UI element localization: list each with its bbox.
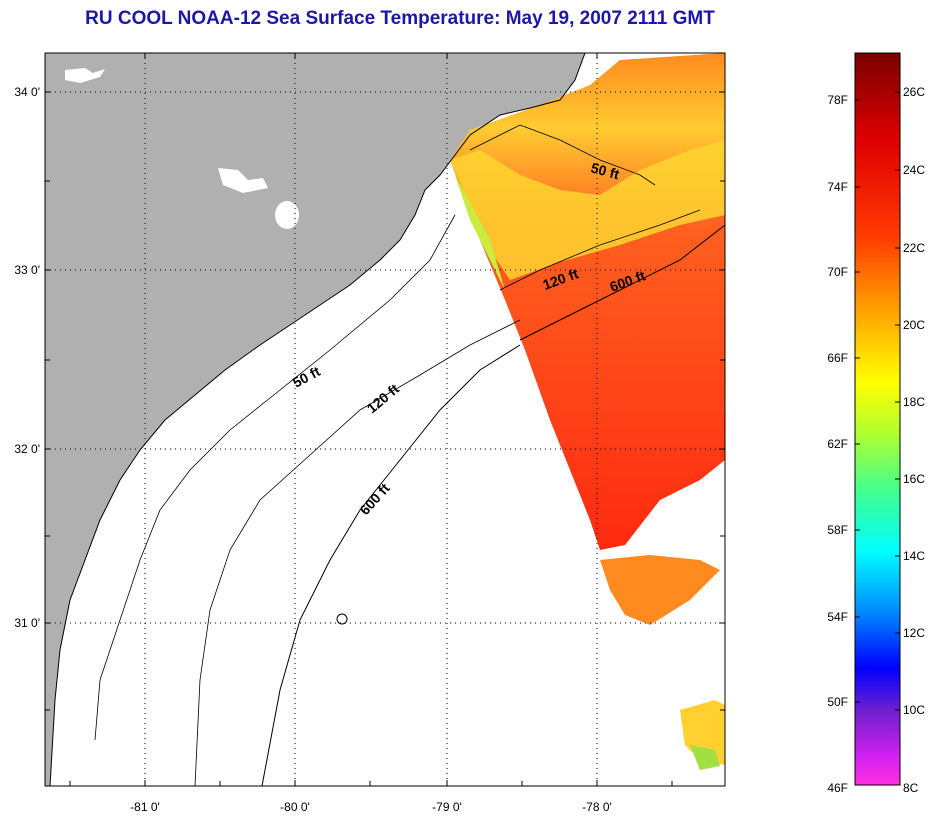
- colorbar-label-c: 10C: [903, 703, 925, 717]
- latitude-label: 32 0': [14, 442, 40, 456]
- sst-greenish: [455, 175, 505, 290]
- graticule: [45, 53, 725, 786]
- contour-ring: [336, 613, 348, 625]
- latitude-label: 31 0': [14, 616, 40, 630]
- colorbar: [854, 52, 901, 786]
- colorbar-label-f: 78F: [827, 93, 848, 107]
- longitude-label: -78 0': [582, 800, 612, 814]
- contour-50ft: [94, 124, 656, 741]
- colorbar-label-c: 24C: [903, 163, 925, 177]
- map-title: RU COOL NOAA-12 Sea Surface Temperature:…: [85, 8, 715, 29]
- colorbar-label-c: 14C: [903, 549, 925, 563]
- coastline: [49, 53, 586, 786]
- colorbar-label-c: 20C: [903, 318, 925, 332]
- longitude-label: -79 0': [432, 800, 462, 814]
- sst-patch-south: [600, 555, 720, 625]
- land-mass: [45, 53, 585, 786]
- contour-label: 50 ft: [589, 159, 621, 182]
- contour-120ft: [194, 209, 701, 786]
- colorbar-label-c: 16C: [903, 472, 925, 486]
- contour-600ft: [261, 224, 725, 786]
- colorbar-label-f: 66F: [827, 351, 848, 365]
- colorbar-label-c: 22C: [903, 241, 925, 255]
- latitude-label: 33 0': [14, 263, 40, 277]
- cloud-patch: [275, 201, 299, 229]
- colorbar-ticks: [855, 91, 900, 711]
- sst-patch-southeast: [680, 700, 725, 765]
- colorbar-label-f: 74F: [827, 180, 848, 194]
- colorbar-label-f: 70F: [827, 265, 848, 279]
- colorbar-label-f: 54F: [827, 610, 848, 624]
- colorbar-label-c: 18C: [903, 395, 925, 409]
- colorbar-label-f: 58F: [827, 523, 848, 537]
- sst-patch-greenish: [690, 745, 720, 770]
- latitude-label: 34 0': [14, 85, 40, 99]
- map-area: 50 ft 120 ft 600 ft 50 ft 120 ft 600 ft: [45, 53, 725, 786]
- colorbar-label-c: 12C: [903, 626, 925, 640]
- colorbar-label-c: 8C: [903, 781, 919, 795]
- longitude-label: -80 0': [280, 800, 310, 814]
- colorbar-label-c: 26C: [903, 85, 925, 99]
- colorbar-label-f: 50F: [827, 695, 848, 709]
- map-frame: [44, 52, 726, 787]
- sst-warm-yellow: [450, 140, 725, 280]
- tick-marks: [45, 53, 725, 786]
- colorbar-label-f: 62F: [827, 437, 848, 451]
- cloud-patch: [218, 168, 268, 193]
- longitude-label: -81 0': [130, 800, 160, 814]
- colorbar-label-f: 46F: [827, 781, 848, 795]
- cloud-patch: [65, 68, 105, 83]
